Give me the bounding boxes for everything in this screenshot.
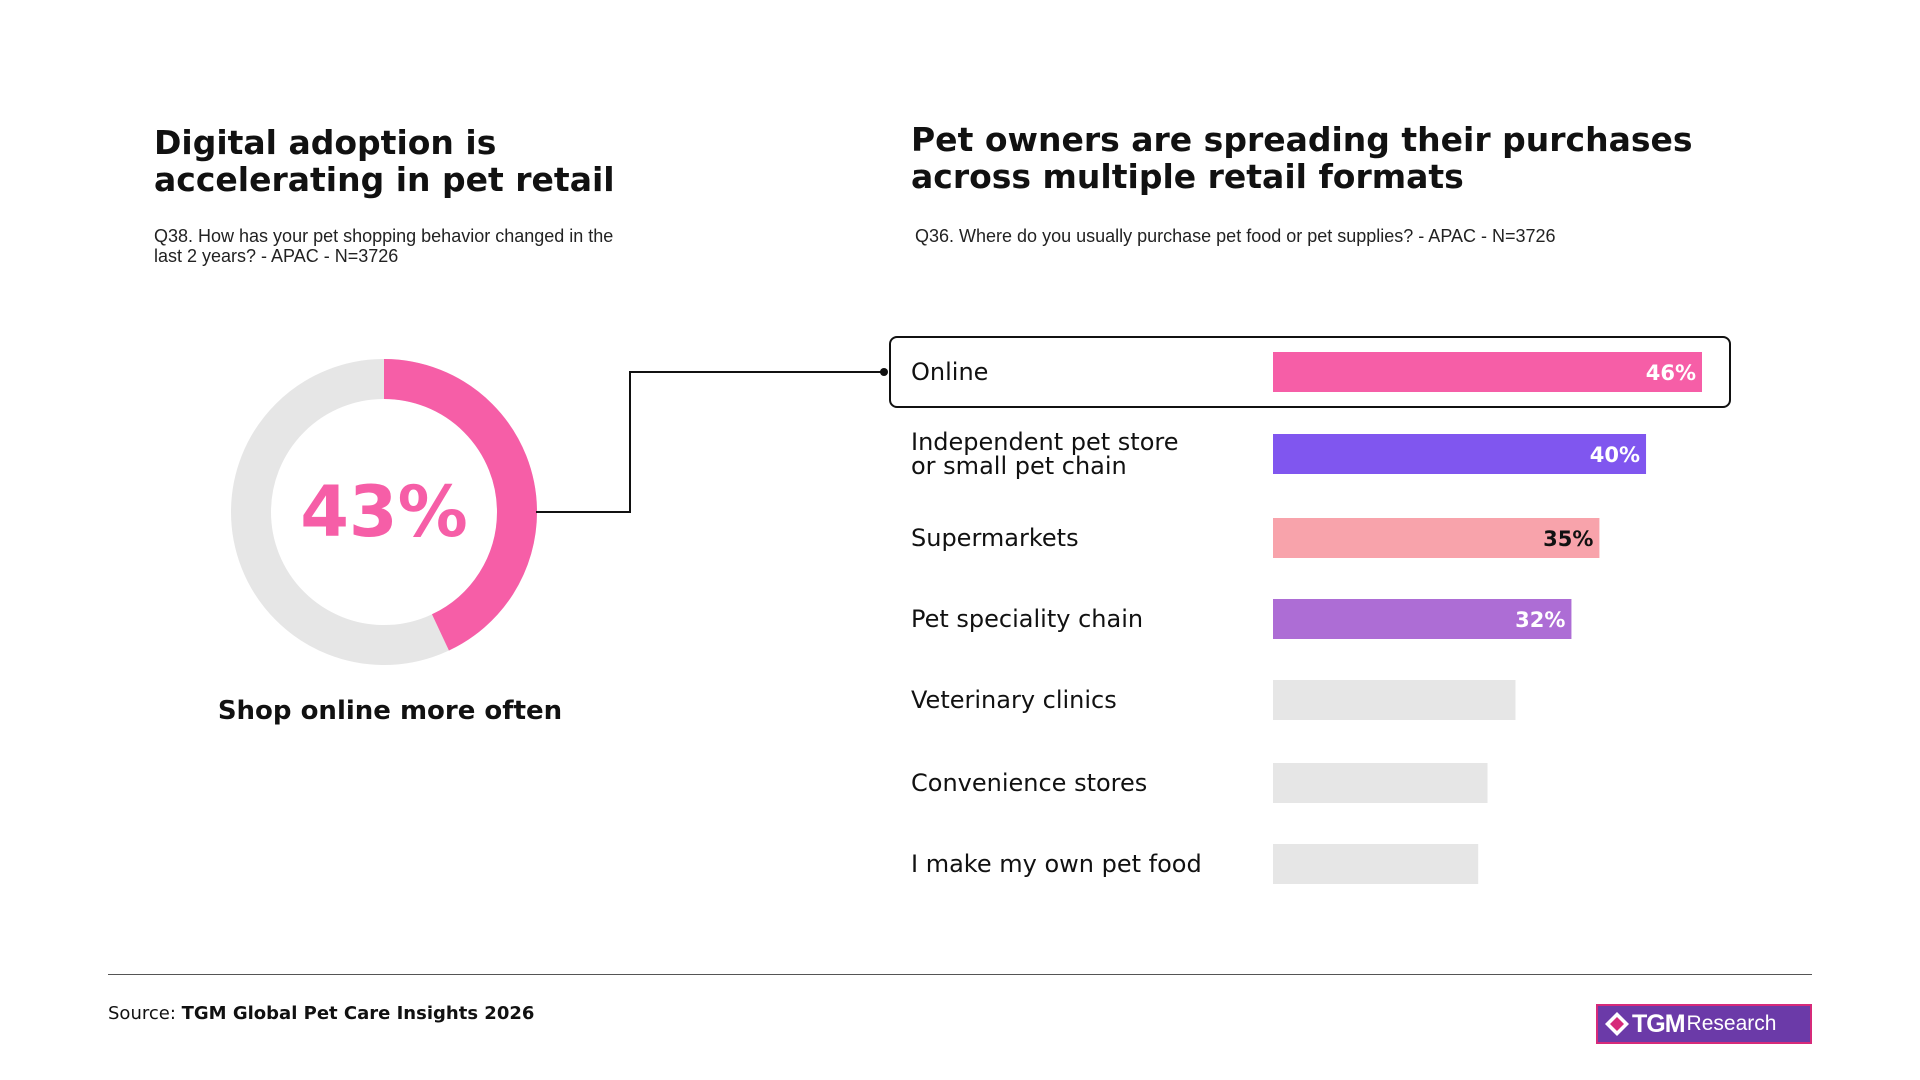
category-label: Supermarkets	[911, 524, 1079, 552]
bar	[1273, 352, 1702, 392]
right-chart-title: Pet owners are spreading their purchases…	[911, 120, 1693, 196]
category-label: Online	[911, 358, 989, 386]
bar-value-label: 35%	[1543, 527, 1593, 551]
source-note: Source: TGM Global Pet Care Insights 202…	[108, 1003, 534, 1024]
logo-tgm-text: TGM	[1632, 1009, 1686, 1038]
donut-value-label: 43%	[300, 471, 468, 553]
category-label: I make my own pet food	[911, 850, 1202, 878]
category-label: Pet speciality chain	[911, 605, 1144, 633]
donut-caption: Shop online more often	[217, 696, 563, 726]
source-name: TGM Global Pet Care Insights 2026	[181, 1003, 535, 1024]
bar-value-label: 46%	[1646, 361, 1696, 385]
bar	[1273, 518, 1600, 558]
bar	[1273, 844, 1479, 884]
left-chart-title: Digital adoption is accelerating in pet …	[154, 123, 615, 199]
logo-research-text: Research	[1686, 1012, 1777, 1035]
category-label: Independent pet store or small pet chain	[911, 428, 1179, 480]
left-chart-subtitle: Q38. How has your pet shopping behavior …	[154, 226, 614, 266]
right-chart-subtitle: Q36. Where do you usually purchase pet f…	[915, 226, 1556, 246]
donut-chart: 43%	[231, 359, 537, 665]
bar-value-label: 32%	[1515, 608, 1565, 632]
category-label: Veterinary clinics	[911, 686, 1117, 714]
source-prefix: Source:	[108, 1003, 176, 1024]
bar	[1273, 763, 1488, 803]
donut-value-arc	[231, 359, 537, 665]
bar-value-label: 40%	[1590, 443, 1640, 467]
diamond-logo-icon	[1605, 1012, 1629, 1036]
bar	[1273, 680, 1516, 720]
bar	[1273, 434, 1647, 474]
footer-divider	[108, 974, 1812, 975]
highlight-box	[889, 336, 1731, 408]
bar	[1273, 599, 1572, 639]
category-label: Convenience stores	[911, 769, 1148, 797]
tgm-research-logo: TGM Research	[1596, 1004, 1812, 1044]
